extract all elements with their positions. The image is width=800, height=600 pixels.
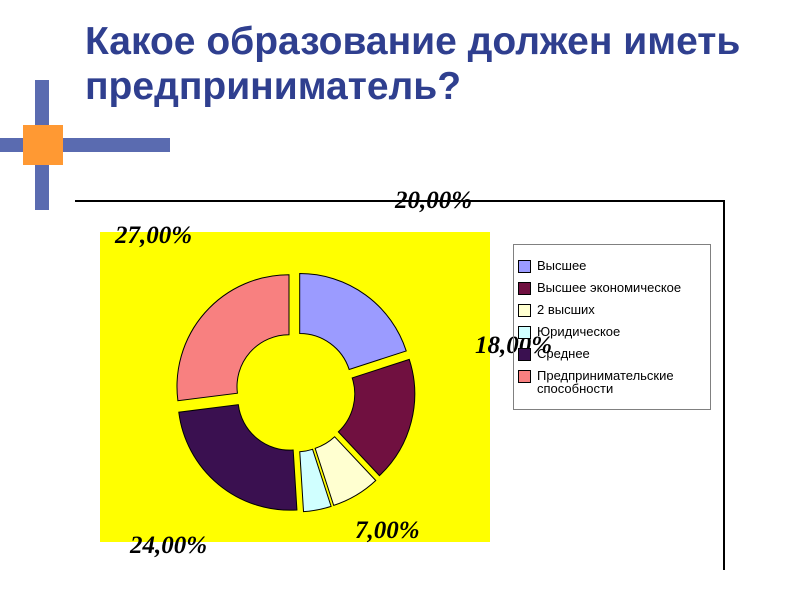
legend-swatch (518, 326, 531, 339)
legend-item: Предпринимательские способности (518, 369, 706, 395)
donut-slice (179, 405, 297, 510)
legend-label: Юридическое (537, 325, 706, 338)
data-label-4: 24,00% (130, 532, 207, 560)
legend-label: 2 высших (537, 303, 706, 316)
legend-item: 2 высших (518, 303, 706, 317)
accent-square (23, 125, 63, 165)
legend-item: Среднее (518, 347, 706, 361)
legend-swatch (518, 370, 531, 383)
legend-swatch (518, 304, 531, 317)
chart-legend: Высшее Высшее экономическое 2 высших Юри… (513, 244, 711, 410)
donut-chart (100, 232, 490, 542)
slide-title: Какое образование должен иметь предприни… (85, 20, 745, 110)
data-label-5: 27,00% (115, 222, 192, 250)
legend-swatch (518, 348, 531, 361)
data-label-0: 20,00% (395, 187, 472, 215)
legend-item: Высшее (518, 259, 706, 273)
slide: Какое образование должен иметь предприни… (0, 0, 800, 600)
legend-label: Высшее (537, 259, 706, 272)
legend-label: Высшее экономическое (537, 281, 706, 294)
legend-item: Высшее экономическое (518, 281, 706, 295)
legend-item: Юридическое (518, 325, 706, 339)
legend-label: Среднее (537, 347, 706, 360)
legend-label: Предпринимательские способности (537, 369, 706, 395)
donut-slice (300, 274, 407, 370)
data-label-2: 7,00% (355, 517, 420, 545)
chart-container: 20,00% 18,00% 7,00% 24,00% 27,00% Высшее… (75, 200, 725, 570)
legend-swatch (518, 260, 531, 273)
legend-swatch (518, 282, 531, 295)
donut-slice (177, 275, 289, 401)
